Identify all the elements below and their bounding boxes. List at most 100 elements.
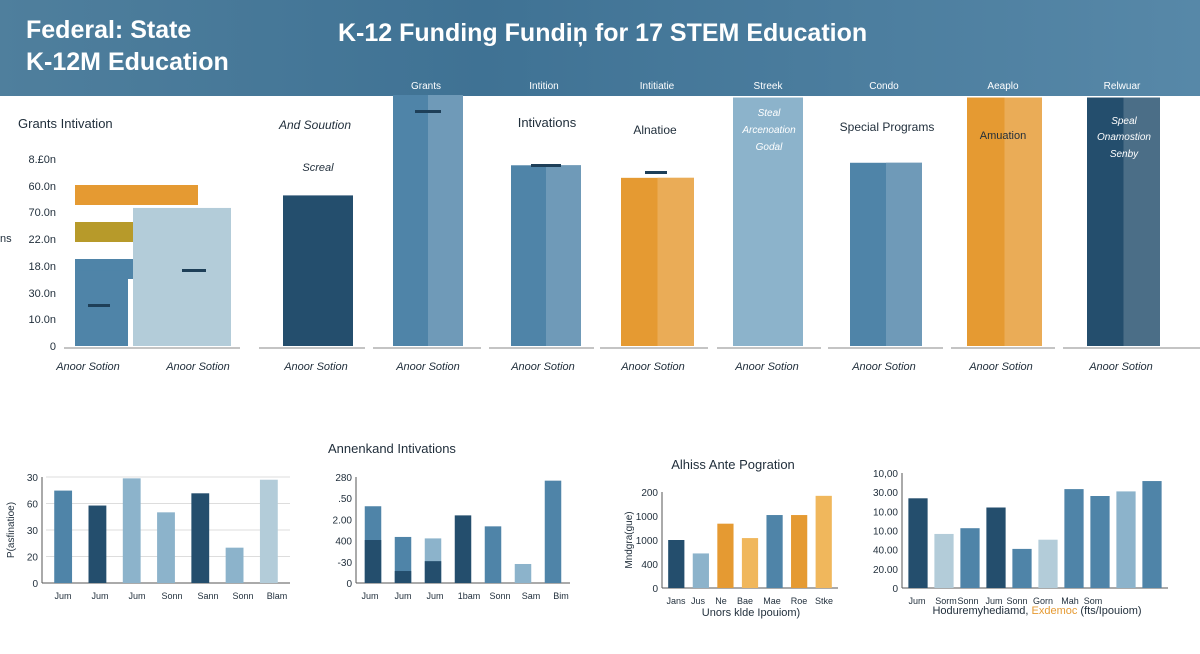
chart1-column <box>283 195 353 346</box>
chart1-annotation: Onamostion <box>1097 132 1151 143</box>
chart1-annotation: Arcenoation <box>741 125 796 136</box>
chart3-y-tick: .50 <box>338 494 352 505</box>
chart4-y-tick: 1000 <box>636 536 659 547</box>
chart2-bar <box>259 479 278 583</box>
header-left-line1: Federal: State <box>26 16 192 44</box>
chart2-category-label: Sann <box>197 591 218 601</box>
chart5-category-label: Jum <box>985 596 1002 606</box>
chart1-column-header: Condo <box>869 81 899 92</box>
chart3-y-tick: -30 <box>338 558 353 569</box>
chart1-y-tick: 70.0n <box>28 207 56 219</box>
chart1-annotation: Steal <box>758 108 782 119</box>
chart3-y-tick: 2.00 <box>333 515 353 526</box>
chart2-category-label: Sonn <box>232 591 253 601</box>
chart2-category-label: Jum <box>91 591 108 601</box>
chart2-category-label: Jum <box>128 591 145 601</box>
chart1-annotation: And Souution <box>278 118 351 132</box>
chart1-annotation: Intivations <box>518 115 577 130</box>
chart1-annotation: Senby <box>1110 149 1139 160</box>
chart1-column-highlight <box>657 177 694 346</box>
chart5-y-tick: 10,00 <box>873 469 898 480</box>
chart1-category-label: Anoor Sotion <box>510 361 575 373</box>
chart5-y-tick: 20.00 <box>873 565 898 576</box>
chart3-bar <box>484 526 502 583</box>
chart4-y-tick: 0 <box>652 584 658 595</box>
chart3-bar <box>544 480 562 583</box>
chart3-y-tick: 280 <box>335 473 352 484</box>
chart1-annotation: Useal <box>870 153 899 165</box>
chart1-column <box>133 207 231 346</box>
chart2-ylabel: P(asfinatioe) <box>6 502 17 558</box>
chart5-xlabel-highlight: Exdemoc <box>1032 605 1078 617</box>
chart1-annotation: Screal <box>302 162 334 174</box>
chart5-xlabel-part1: Hoduremyhediamd, <box>932 605 1031 617</box>
chart1-annotation: Alnatioe <box>633 123 677 137</box>
chart3-category-label: Jum <box>426 591 443 601</box>
chart4-category-label: Roe <box>791 596 808 606</box>
chart1-bar-marker <box>415 110 441 113</box>
chart3-category-label: Bim <box>553 591 569 601</box>
chart4-bar <box>692 553 709 588</box>
chart1-y-tick: 60.0n <box>28 181 56 193</box>
chart1-column-header: Streek <box>754 81 784 92</box>
chart1-bar-marker <box>531 164 561 167</box>
chart3-y-tick: 0 <box>346 579 352 590</box>
chart2-bar <box>122 478 141 583</box>
chart1-annotation: Godal <box>756 142 783 153</box>
chart4-bar <box>766 515 783 588</box>
chart1-column-highlight <box>428 95 463 346</box>
chart1-bar-marker <box>182 269 206 272</box>
chart5-bar <box>1038 539 1058 588</box>
chart1-column-highlight <box>1004 97 1042 346</box>
chart5-bar <box>1116 491 1136 588</box>
chart4-bar <box>717 523 734 588</box>
chart3-category-label: 1bam <box>458 591 481 601</box>
chart2-y-tick: 60 <box>27 500 39 511</box>
chart5-bar <box>960 528 980 588</box>
chart5-category-label: Som <box>1084 596 1103 606</box>
chart1-category-label: Anoor Sotion <box>734 361 799 373</box>
chart3-bar <box>454 515 472 583</box>
chart5-y-tick: 30.00 <box>873 488 898 499</box>
chart5-category-label: Sonn <box>1006 596 1027 606</box>
chart1-annotation: Speal <box>1111 116 1137 127</box>
chart1-column-header: Aeaplo <box>987 81 1019 92</box>
chart1-category-label: Anoor Sotion <box>851 361 916 373</box>
chart4-category-label: Bae <box>737 596 753 606</box>
chart5-bar <box>1012 548 1032 588</box>
chart1-y-tick: 8.£0n <box>28 154 56 166</box>
chart5-category-label: Sonn <box>957 596 978 606</box>
chart5-xlabel-part3: (fts/Ipouiom) <box>1077 605 1141 617</box>
chart2-bar <box>54 490 73 583</box>
header-banner: Federal: State K-12M Education K-12 Fund… <box>0 0 1200 96</box>
chart1-column <box>75 270 128 346</box>
chart1-category-label: Anoor Sotion <box>1088 361 1153 373</box>
chart1-column-header: Relwuar <box>1104 81 1141 92</box>
chart1-bar-marker <box>88 304 110 307</box>
header-left-line2: K-12M Education <box>26 48 229 76</box>
chart1-column-highlight <box>886 162 922 346</box>
chart3-category-label: Sam <box>522 591 541 601</box>
chart1-column-highlight <box>1123 97 1160 346</box>
chart4-bar <box>815 495 832 588</box>
chart1-category-label: Anoor Sotion <box>165 361 230 373</box>
chart1-category-label: Anoor Sotion <box>968 361 1033 373</box>
chart3-category-label: Jum <box>361 591 378 601</box>
chart3-bar <box>514 563 532 583</box>
chart1-category-label: Anoor Sotion <box>55 361 120 373</box>
chart2-bar <box>191 493 210 583</box>
chart1-title: Grants Intivation <box>18 116 113 131</box>
chart5-y-tick: 40.00 <box>873 546 898 557</box>
chart4-bar <box>791 515 808 588</box>
chart5-bar <box>934 533 954 588</box>
chart1-bar-marker <box>645 171 667 174</box>
chart4-category-label: Jus <box>691 596 706 606</box>
chart5-y-tick: 0 <box>892 584 898 595</box>
chart3-bar-segment <box>364 540 382 583</box>
chart1-y-stub: ns <box>0 233 12 245</box>
chart4-category-label: Jans <box>666 596 686 606</box>
chart3-y-tick: 400 <box>335 537 352 548</box>
chart1-column-header: Intition <box>529 81 558 92</box>
chart5-xlabel: Hoduremyhediamd, Exdemoc (fts/Ipouiom) <box>932 605 1141 617</box>
